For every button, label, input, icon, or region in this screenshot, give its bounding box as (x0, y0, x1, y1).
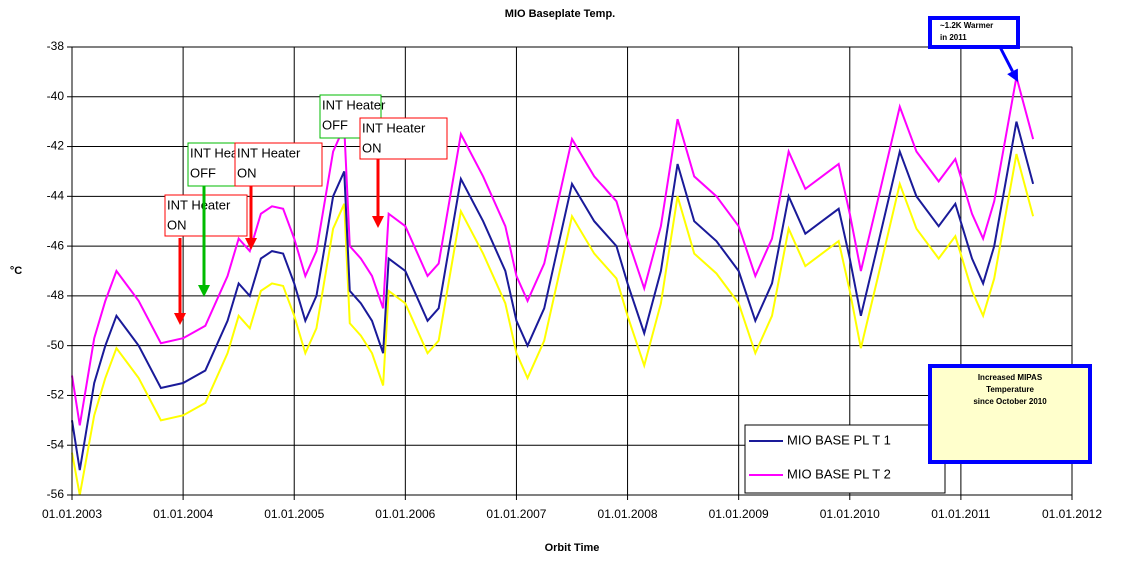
annotation-text: INT Heater (167, 197, 231, 212)
annotation-text: OFF (322, 117, 348, 132)
x-tick-label: 01.01.2006 (375, 507, 435, 521)
x-tick-label: 01.01.2009 (709, 507, 769, 521)
series-line (71, 153, 1035, 496)
annotation-arrow (998, 46, 1014, 73)
y-tick-label: -40 (47, 89, 65, 103)
annotation-box (928, 16, 1020, 49)
annotation-text: Temperature (986, 385, 1034, 394)
y-tick-label: -54 (47, 437, 65, 451)
annotation-text: ON (362, 140, 382, 155)
legend-label: MIO BASE PL T 2 (787, 466, 891, 481)
annotation-text: INT Heater (237, 145, 301, 160)
y-axis-label: °C (10, 265, 22, 277)
y-tick-label: -56 (47, 487, 65, 501)
annotation-text: ~1.2K Warmer (940, 21, 993, 30)
x-axis-label: Orbit Time (545, 542, 600, 554)
series-line (71, 121, 1035, 471)
annotation-box (928, 364, 1092, 464)
x-tick-label: 01.01.2012 (1042, 507, 1102, 521)
x-tick-label: 01.01.2011 (931, 507, 990, 521)
legend-box (744, 424, 946, 494)
annotation-arrowhead (372, 216, 384, 228)
annotation-box (234, 142, 323, 187)
chart-title: MIO Baseplate Temp. (505, 8, 615, 20)
annotation-text: Increased MIPAS (978, 373, 1043, 382)
annotation-text: OFF (190, 165, 216, 180)
x-tick-label: 01.01.2005 (264, 507, 324, 521)
y-tick-label: -50 (47, 338, 65, 352)
y-tick-label: -46 (47, 238, 65, 252)
y-tick-label: -42 (47, 139, 65, 153)
annotation-text: ON (167, 217, 187, 232)
y-tick-label: -48 (47, 288, 65, 302)
x-tick-label: 01.01.2008 (598, 507, 658, 521)
annotation-text: INT Heater (362, 120, 426, 135)
series-line (71, 76, 1035, 426)
annotation-text: ON (237, 165, 257, 180)
annotation-text: INT Heater (322, 97, 386, 112)
annotation-box (164, 194, 248, 237)
annotation-text: in 2011 (940, 33, 967, 42)
y-tick-label: -52 (47, 388, 65, 402)
annotation-arrowhead (198, 285, 210, 297)
x-tick-label: 01.01.2007 (486, 507, 546, 521)
annotation-text: since October 2010 (973, 397, 1047, 406)
y-tick-label: -44 (47, 189, 65, 203)
annotation-box (359, 117, 448, 160)
legend-label: MIO BASE PL T 1 (787, 432, 891, 447)
x-tick-label: 01.01.2003 (42, 507, 102, 521)
annotation-box (187, 142, 239, 187)
annotation-arrowhead (174, 313, 186, 325)
y-tick-label: -38 (47, 39, 65, 53)
annotation-arrowhead (1007, 68, 1018, 82)
x-tick-label: 01.01.2010 (820, 507, 880, 521)
x-tick-label: 01.01.2004 (153, 507, 213, 521)
annotation-arrowhead (245, 238, 257, 250)
